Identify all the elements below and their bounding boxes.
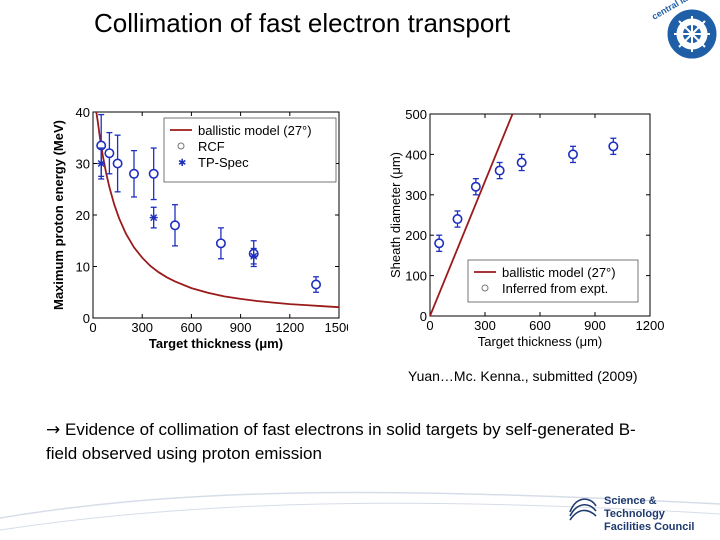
x-axis-label: Target thickness (μm): [149, 336, 283, 351]
x-tick-label: 300: [131, 320, 153, 335]
bullet-text: Evidence of collimation of fast electron…: [46, 420, 636, 463]
data-point: [494, 165, 505, 176]
x-axis-label: Target thickness (μm): [478, 334, 603, 349]
y-tick-label: 300: [405, 188, 427, 203]
y-tick-label: 30: [76, 157, 90, 172]
data-point: [452, 214, 463, 225]
x-tick-label: 0: [426, 318, 433, 333]
data-point: [104, 148, 115, 159]
model-line: [95, 112, 339, 309]
legend-label: TP-Spec: [198, 155, 249, 170]
legend-label: RCF: [198, 139, 225, 154]
citation: Yuan…Mc. Kenna., submitted (2009): [408, 368, 638, 384]
y-tick-label: 40: [76, 105, 90, 120]
bullet-arrow-icon: →: [46, 420, 61, 440]
legend-frame: [467, 259, 639, 303]
y-tick-label: 100: [405, 269, 427, 284]
x-tick-label: 900: [584, 318, 606, 333]
x-tick-label: 1200: [636, 318, 665, 333]
data-point: [568, 149, 579, 160]
star-stroke: [150, 214, 158, 222]
legend: ballistic model (27°)Inferred from expt.: [467, 259, 639, 303]
data-point: [608, 141, 619, 152]
x-tick-label: 0: [89, 320, 96, 335]
legend-circle-swatch: [177, 142, 185, 150]
stfc-logo-line1: Science & Technology: [604, 495, 665, 520]
x-tick-label: 600: [529, 318, 551, 333]
data-point: [516, 157, 527, 168]
legend-star-swatch: ✱: [178, 158, 186, 169]
clf-logo-icon: central laser facility: [650, 0, 720, 59]
legend-label: Inferred from expt.: [502, 281, 608, 296]
data-point-star: [149, 213, 158, 222]
x-tick-label: 1200: [275, 320, 304, 335]
y-tick-label: 400: [405, 147, 427, 162]
y-tick-label: 0: [83, 311, 90, 326]
data-point-star: [97, 159, 106, 168]
footer-wave: [0, 491, 720, 531]
y-tick-label: 10: [76, 260, 90, 275]
data-point: [148, 168, 159, 179]
legend-label: ballistic model (27°): [198, 123, 312, 138]
x-tick-label: 900: [230, 320, 252, 335]
y-tick-label: 0: [420, 309, 427, 324]
bullet-point: → Evidence of collimation of fast electr…: [46, 418, 656, 466]
data-point: [215, 238, 226, 249]
x-tick-label: 600: [181, 320, 203, 335]
data-point: [129, 168, 140, 179]
data-point-star: [249, 252, 258, 261]
legend-circle-swatch: [481, 284, 489, 292]
star-stroke: [97, 160, 105, 167]
legend-label: ballistic model (27°): [502, 265, 616, 280]
data-point: [112, 158, 123, 169]
y-tick-label: 500: [405, 107, 427, 122]
legend-frame: [163, 117, 337, 183]
star-stroke: [250, 252, 258, 260]
y-axis-label: Sheath diameter (μm): [388, 152, 403, 278]
stfc-logo-icon: [569, 498, 597, 521]
legend: ballistic model (27°)RCF ✱ TP-Spec: [163, 117, 337, 183]
model-line: [430, 114, 514, 316]
y-tick-label: 20: [76, 208, 90, 223]
data-point: [470, 181, 481, 192]
y-tick-label: 200: [405, 228, 427, 243]
data-point: [434, 238, 445, 249]
y-axis-label: Maximum proton energy (MeV): [51, 120, 66, 310]
data-point: [311, 279, 322, 290]
x-tick-label: 300: [474, 318, 496, 333]
stfc-logo: Science & Technology Facilities Council: [566, 490, 716, 533]
data-point: [170, 220, 181, 231]
sheath-diameter-chart: 0 300 600 900 1200 0 100 200 300 400 500 Target thi…: [388, 107, 665, 349]
slide-title: Collimation of fast electron transport: [94, 8, 511, 38]
stfc-logo-line2: Facilities Council: [604, 521, 695, 533]
